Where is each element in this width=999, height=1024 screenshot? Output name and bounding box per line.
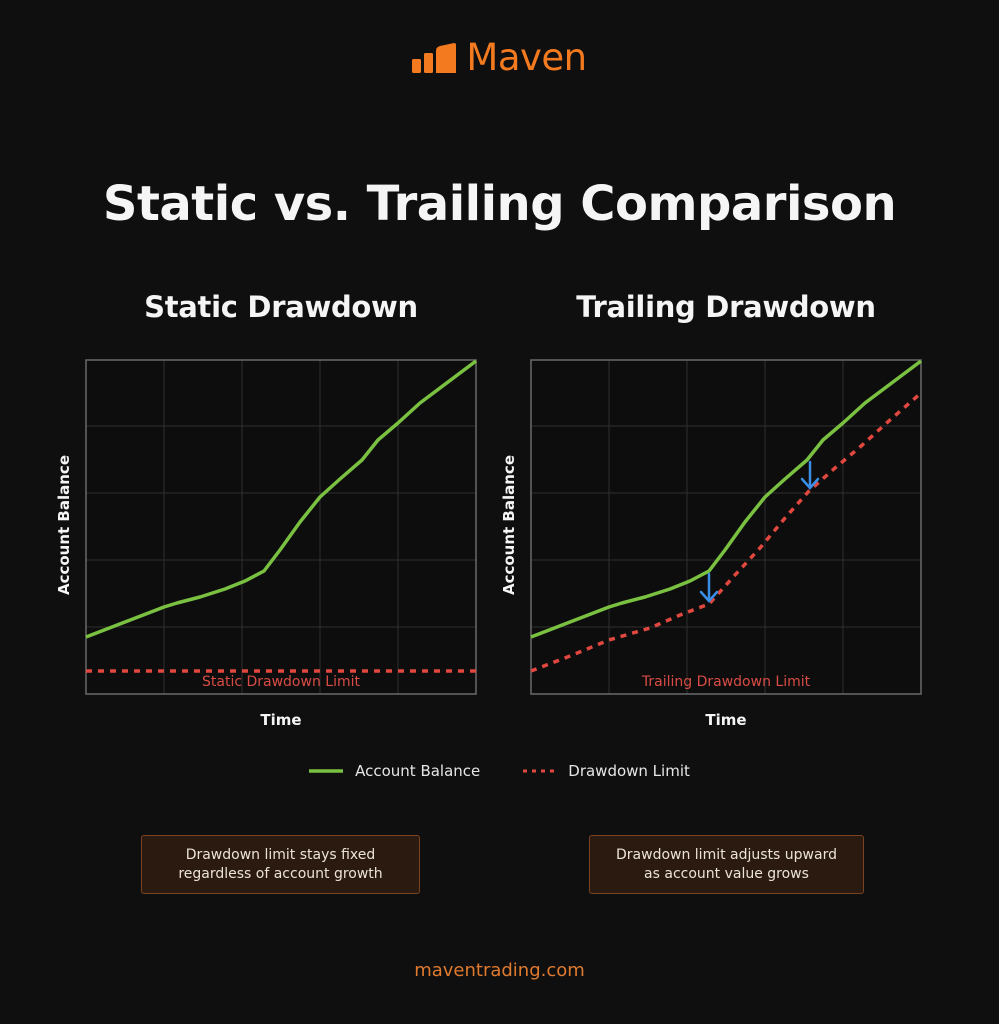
trailing-chart-title: Trailing Drawdown xyxy=(576,290,876,324)
trailing-note-line1: Drawdown limit adjusts upward xyxy=(616,846,837,863)
footer-website[interactable]: maventrading.com xyxy=(414,960,585,981)
static-balance-line xyxy=(85,359,478,639)
trailing-chart-frame xyxy=(530,359,922,695)
bar-steps-logo-icon xyxy=(412,42,457,73)
static-limit-label: Static Drawdown Limit xyxy=(202,674,360,690)
legend-item-balance: Account Balance xyxy=(309,762,480,780)
trailing-chart xyxy=(530,359,923,695)
trailing-limit-label: Trailing Drawdown Limit xyxy=(641,674,811,690)
static-chart-title: Static Drawdown xyxy=(144,290,418,324)
legend: Account Balance Drawdown Limit xyxy=(0,762,999,780)
legend-limit-label: Drawdown Limit xyxy=(568,762,690,780)
trailing-gridlines xyxy=(531,360,921,694)
static-note-box: Drawdown limit stays fixed regardless of… xyxy=(141,835,420,894)
solid-line-swatch-icon xyxy=(309,769,344,773)
trailing-note-line2: as account value grows xyxy=(644,865,809,882)
dashed-line-swatch-icon xyxy=(523,769,557,773)
down-arrow-icon xyxy=(800,460,820,490)
static-gridlines xyxy=(86,360,476,694)
page-title: Static vs. Trailing Comparison xyxy=(102,176,897,232)
static-chart xyxy=(85,359,478,695)
legend-balance-label: Account Balance xyxy=(355,762,481,780)
down-arrow-icon xyxy=(699,572,719,603)
static-x-axis-label: Time xyxy=(260,711,302,729)
trailing-x-axis-label: Time xyxy=(705,711,747,729)
static-note-line2: regardless of account growth xyxy=(178,865,383,882)
brand-logo: Maven xyxy=(0,36,999,79)
trailing-note-box: Drawdown limit adjusts upward as account… xyxy=(589,835,864,894)
legend-item-limit: Drawdown Limit xyxy=(522,762,690,780)
trailing-balance-line xyxy=(530,359,923,639)
static-note-line1: Drawdown limit stays fixed xyxy=(185,846,376,863)
static-chart-frame xyxy=(85,359,477,695)
brand-name: Maven xyxy=(466,36,587,79)
